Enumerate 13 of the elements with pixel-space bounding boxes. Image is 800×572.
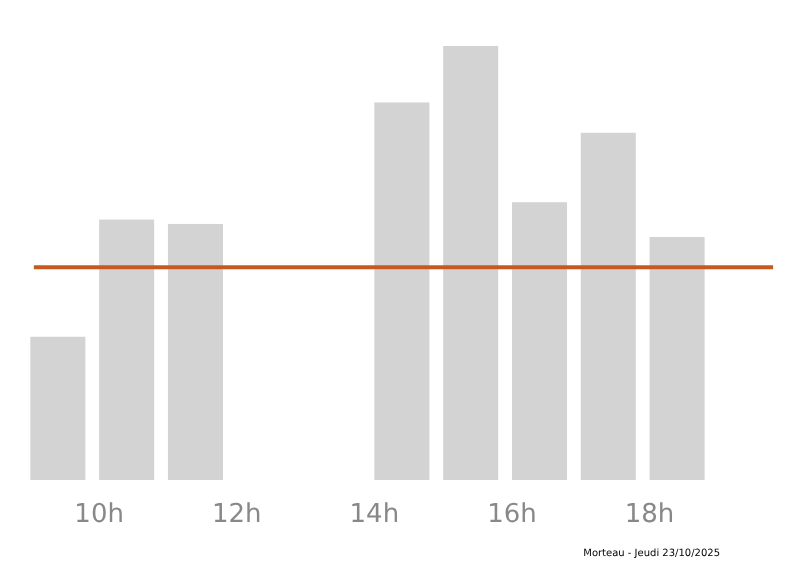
x-tick-label: 16h: [487, 500, 537, 530]
bar: [30, 336, 86, 480]
x-tick-label: 18h: [624, 500, 675, 530]
bar: [167, 223, 223, 480]
bar: [580, 132, 636, 480]
x-tick-label: 12h: [211, 500, 262, 530]
bar: [99, 219, 155, 480]
x-tick-label: 14h: [349, 500, 400, 530]
bar: [443, 46, 499, 480]
x-tick-label: 10h: [74, 500, 124, 530]
bar: [511, 202, 568, 480]
bar: [649, 236, 705, 480]
bar: [374, 102, 430, 480]
